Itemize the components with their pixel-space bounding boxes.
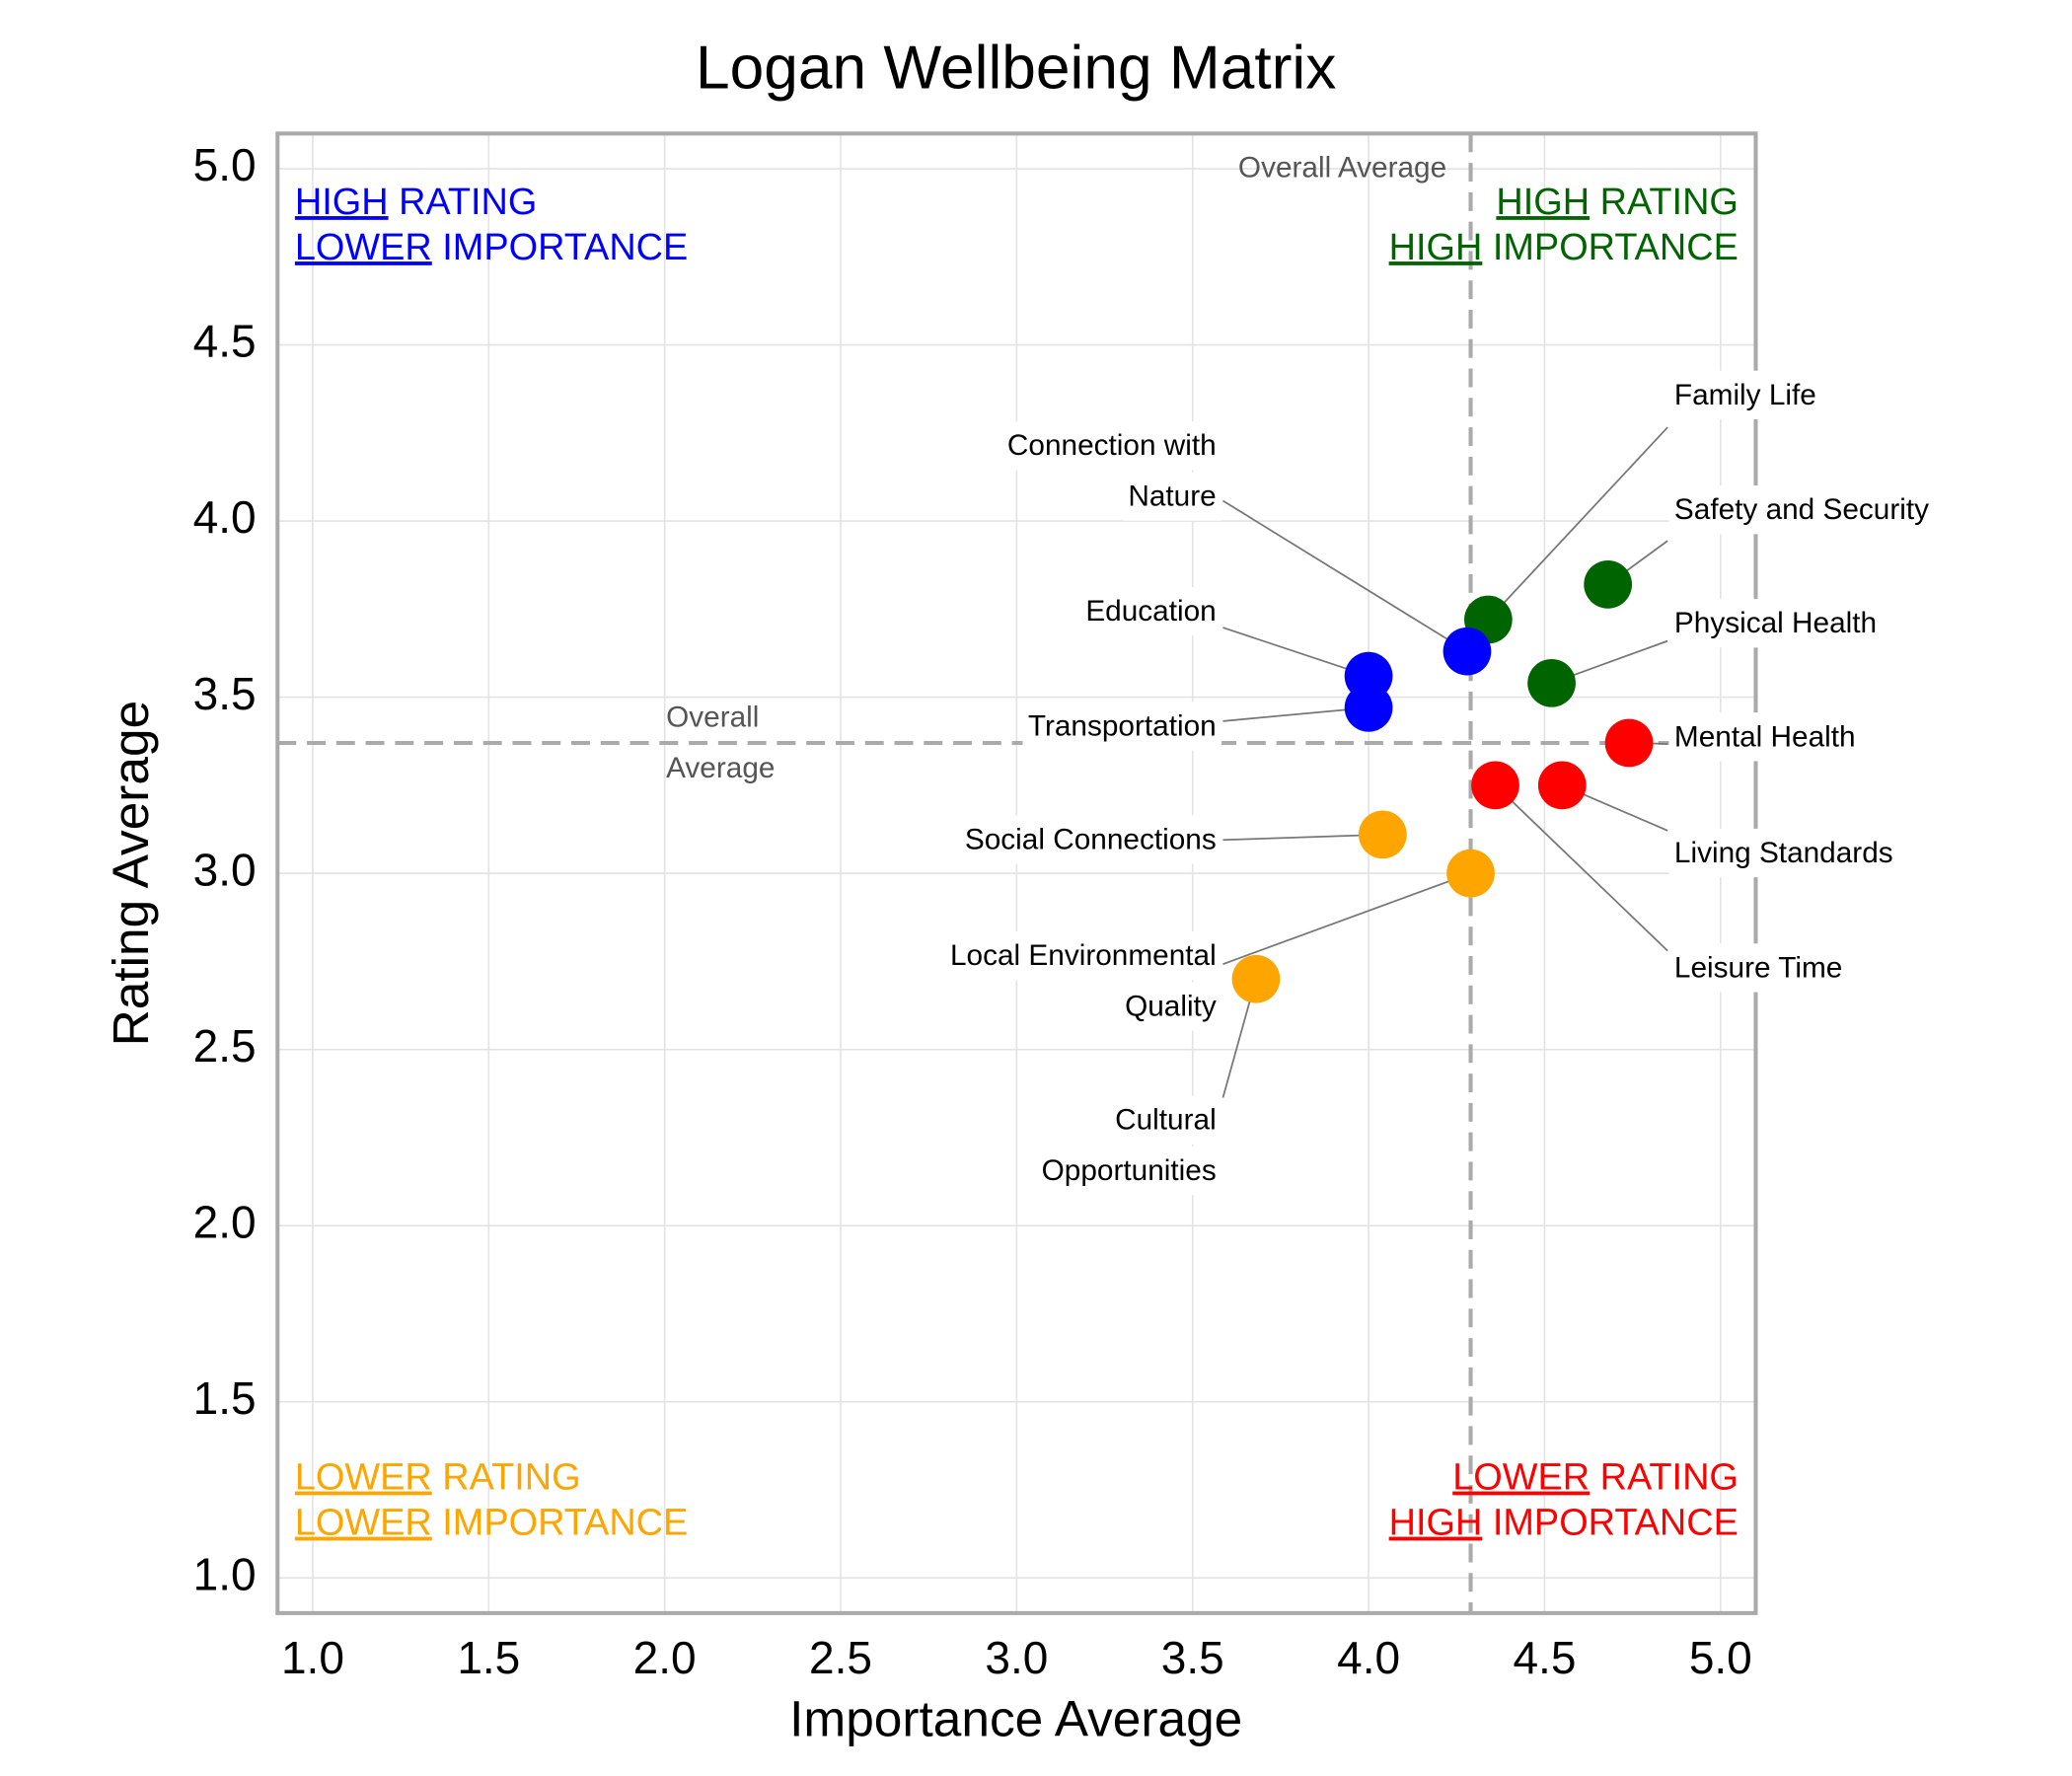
y-tick-label: 1.0	[193, 1548, 257, 1599]
quadrant-label: LOWER IMPORTANCE	[295, 1503, 688, 1544]
label-background	[1022, 702, 1222, 751]
y-axis-label: Rating Average	[102, 701, 159, 1047]
point-label: Physical Health	[1674, 607, 1877, 639]
quadrant-label: LOWER IMPORTANCE	[295, 227, 688, 268]
point	[1344, 683, 1393, 732]
point-label: Quality	[1125, 991, 1217, 1023]
point-label: Local Environmental	[950, 939, 1217, 972]
point-label: Living Standards	[1674, 837, 1893, 869]
point	[1358, 810, 1407, 859]
label-background	[1079, 586, 1222, 636]
x-tick-label: 3.0	[985, 1632, 1048, 1683]
quadrant-text: RATING	[389, 182, 538, 223]
x-tick-label: 2.5	[809, 1632, 872, 1683]
label-background	[1119, 982, 1222, 1031]
quadrant-emphasis: HIGH	[1496, 182, 1590, 223]
quadrant-text: RATING	[1590, 1457, 1739, 1499]
quadrant-text: RATING	[1590, 182, 1739, 223]
point-label: Nature	[1128, 481, 1216, 513]
quadrant-emphasis: LOWER	[295, 1503, 432, 1544]
point	[1537, 761, 1587, 810]
label-background	[1668, 370, 1822, 419]
quadrant-emphasis: LOWER	[295, 227, 432, 268]
point	[1231, 954, 1281, 1003]
quadrant-label: HIGH RATING	[1496, 182, 1738, 223]
y-tick-label: 4.0	[193, 491, 257, 543]
point	[1604, 718, 1654, 768]
leader-line	[1222, 499, 1468, 652]
point-label: Safety and Security	[1674, 493, 1929, 526]
y-tick-label: 2.0	[193, 1196, 257, 1247]
quadrant-emphasis: HIGH	[1389, 1503, 1483, 1544]
point	[1471, 761, 1519, 810]
reference-label: Average	[666, 752, 775, 784]
x-tick-label: 2.0	[633, 1632, 697, 1683]
y-tick-label: 4.5	[193, 316, 257, 367]
leader-line	[1222, 627, 1369, 678]
label-background	[959, 815, 1222, 864]
label-background	[1668, 712, 1861, 762]
point	[1584, 559, 1633, 609]
y-tick-label: 5.0	[193, 139, 257, 190]
leader-line	[1222, 833, 1383, 842]
label-background	[1036, 1147, 1222, 1196]
leader-line	[1222, 872, 1471, 965]
quadrant-emphasis: LOWER	[295, 1457, 432, 1499]
label-background	[1109, 1095, 1222, 1145]
reference-label: Overall Average	[1238, 152, 1446, 185]
quadrant-text: IMPORTANCE	[432, 1503, 689, 1544]
quadrant-text: IMPORTANCE	[432, 227, 689, 268]
label-background	[1668, 599, 1883, 648]
reference-label: Overall	[666, 702, 759, 734]
quadrant-emphasis: HIGH	[295, 182, 389, 223]
quadrant-label: HIGH IMPORTANCE	[1389, 1503, 1739, 1544]
point	[1527, 658, 1576, 707]
point-label: Leisure Time	[1674, 951, 1842, 984]
y-tick-label: 3.0	[193, 844, 257, 895]
x-tick-label: 1.5	[457, 1632, 520, 1683]
label-background	[1001, 421, 1222, 471]
label-background	[944, 931, 1222, 981]
leader-line	[1222, 706, 1369, 722]
quadrant-text: RATING	[432, 1457, 581, 1499]
point-label: Connection with	[1007, 429, 1217, 462]
quadrant-label: HIGH RATING	[295, 182, 537, 223]
quadrant-text: IMPORTANCE	[1482, 227, 1739, 268]
quadrant-emphasis: HIGH	[1389, 227, 1483, 268]
x-tick-label: 1.0	[281, 1632, 344, 1683]
leader-line	[1494, 784, 1668, 952]
leader-layer	[1221, 426, 1668, 1098]
point	[1446, 849, 1495, 898]
quadrant-emphasis: LOWER	[1452, 1457, 1590, 1499]
quadrant-label: HIGH IMPORTANCE	[1389, 227, 1739, 268]
y-tick-label: 2.5	[193, 1020, 257, 1072]
label-background	[1668, 943, 1848, 993]
quadrant-text: IMPORTANCE	[1482, 1503, 1739, 1544]
point-label: Mental Health	[1674, 720, 1856, 753]
leader-line	[1487, 426, 1668, 621]
point-label: Transportation	[1028, 709, 1217, 742]
chart-title: Logan Wellbeing Matrix	[696, 35, 1336, 103]
y-tick-label: 3.5	[193, 668, 257, 719]
quadrant-label: LOWER RATING	[295, 1457, 581, 1499]
label-background	[1122, 472, 1222, 521]
x-tick-label: 4.5	[1513, 1632, 1576, 1683]
x-axis-label: Importance Average	[789, 1689, 1242, 1746]
y-tick-label: 1.5	[193, 1372, 257, 1424]
point-label: Social Connections	[965, 823, 1217, 855]
label-background	[1668, 828, 1899, 878]
label-layer: Family Life Safety and Security Physical H…	[944, 370, 1935, 1196]
point-label: Education	[1085, 595, 1216, 628]
point-label: Family Life	[1674, 379, 1816, 411]
x-tick-label: 4.0	[1337, 1632, 1400, 1683]
x-tick-label: 5.0	[1689, 1632, 1752, 1683]
x-tick-label: 3.5	[1161, 1632, 1224, 1683]
label-background	[1668, 485, 1935, 535]
point-label: Opportunities	[1042, 1154, 1217, 1187]
point	[1443, 627, 1492, 676]
quadrant-label: LOWER RATING	[1452, 1457, 1739, 1499]
point-label: Cultural	[1115, 1104, 1217, 1137]
